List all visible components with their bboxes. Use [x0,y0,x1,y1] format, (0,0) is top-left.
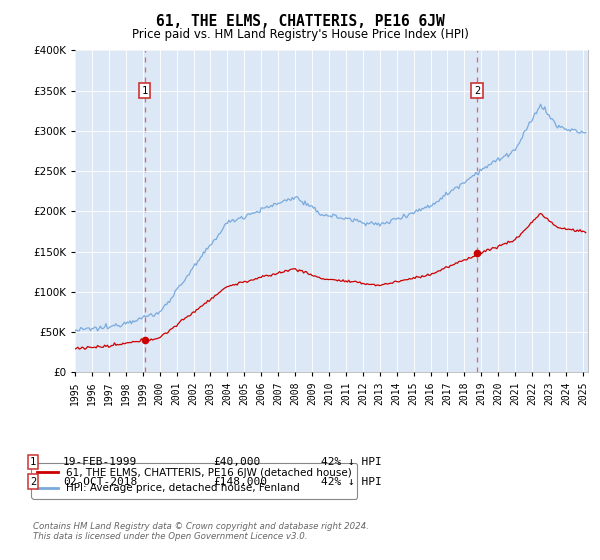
Text: 1: 1 [142,86,148,96]
Text: 42% ↓ HPI: 42% ↓ HPI [321,457,382,467]
Text: 61, THE ELMS, CHATTERIS, PE16 6JW: 61, THE ELMS, CHATTERIS, PE16 6JW [155,14,445,29]
Legend: 61, THE ELMS, CHATTERIS, PE16 6JW (detached house), HPI: Average price, detached: 61, THE ELMS, CHATTERIS, PE16 6JW (detac… [31,463,357,498]
Text: 02-OCT-2018: 02-OCT-2018 [63,477,137,487]
Text: £148,000: £148,000 [213,477,267,487]
Text: Price paid vs. HM Land Registry's House Price Index (HPI): Price paid vs. HM Land Registry's House … [131,28,469,41]
Text: 2: 2 [474,86,480,96]
Text: Contains HM Land Registry data © Crown copyright and database right 2024.
This d: Contains HM Land Registry data © Crown c… [33,522,369,542]
Text: 42% ↓ HPI: 42% ↓ HPI [321,477,382,487]
Text: 1: 1 [30,457,36,467]
Text: £40,000: £40,000 [213,457,260,467]
Text: 2: 2 [30,477,36,487]
Text: 19-FEB-1999: 19-FEB-1999 [63,457,137,467]
